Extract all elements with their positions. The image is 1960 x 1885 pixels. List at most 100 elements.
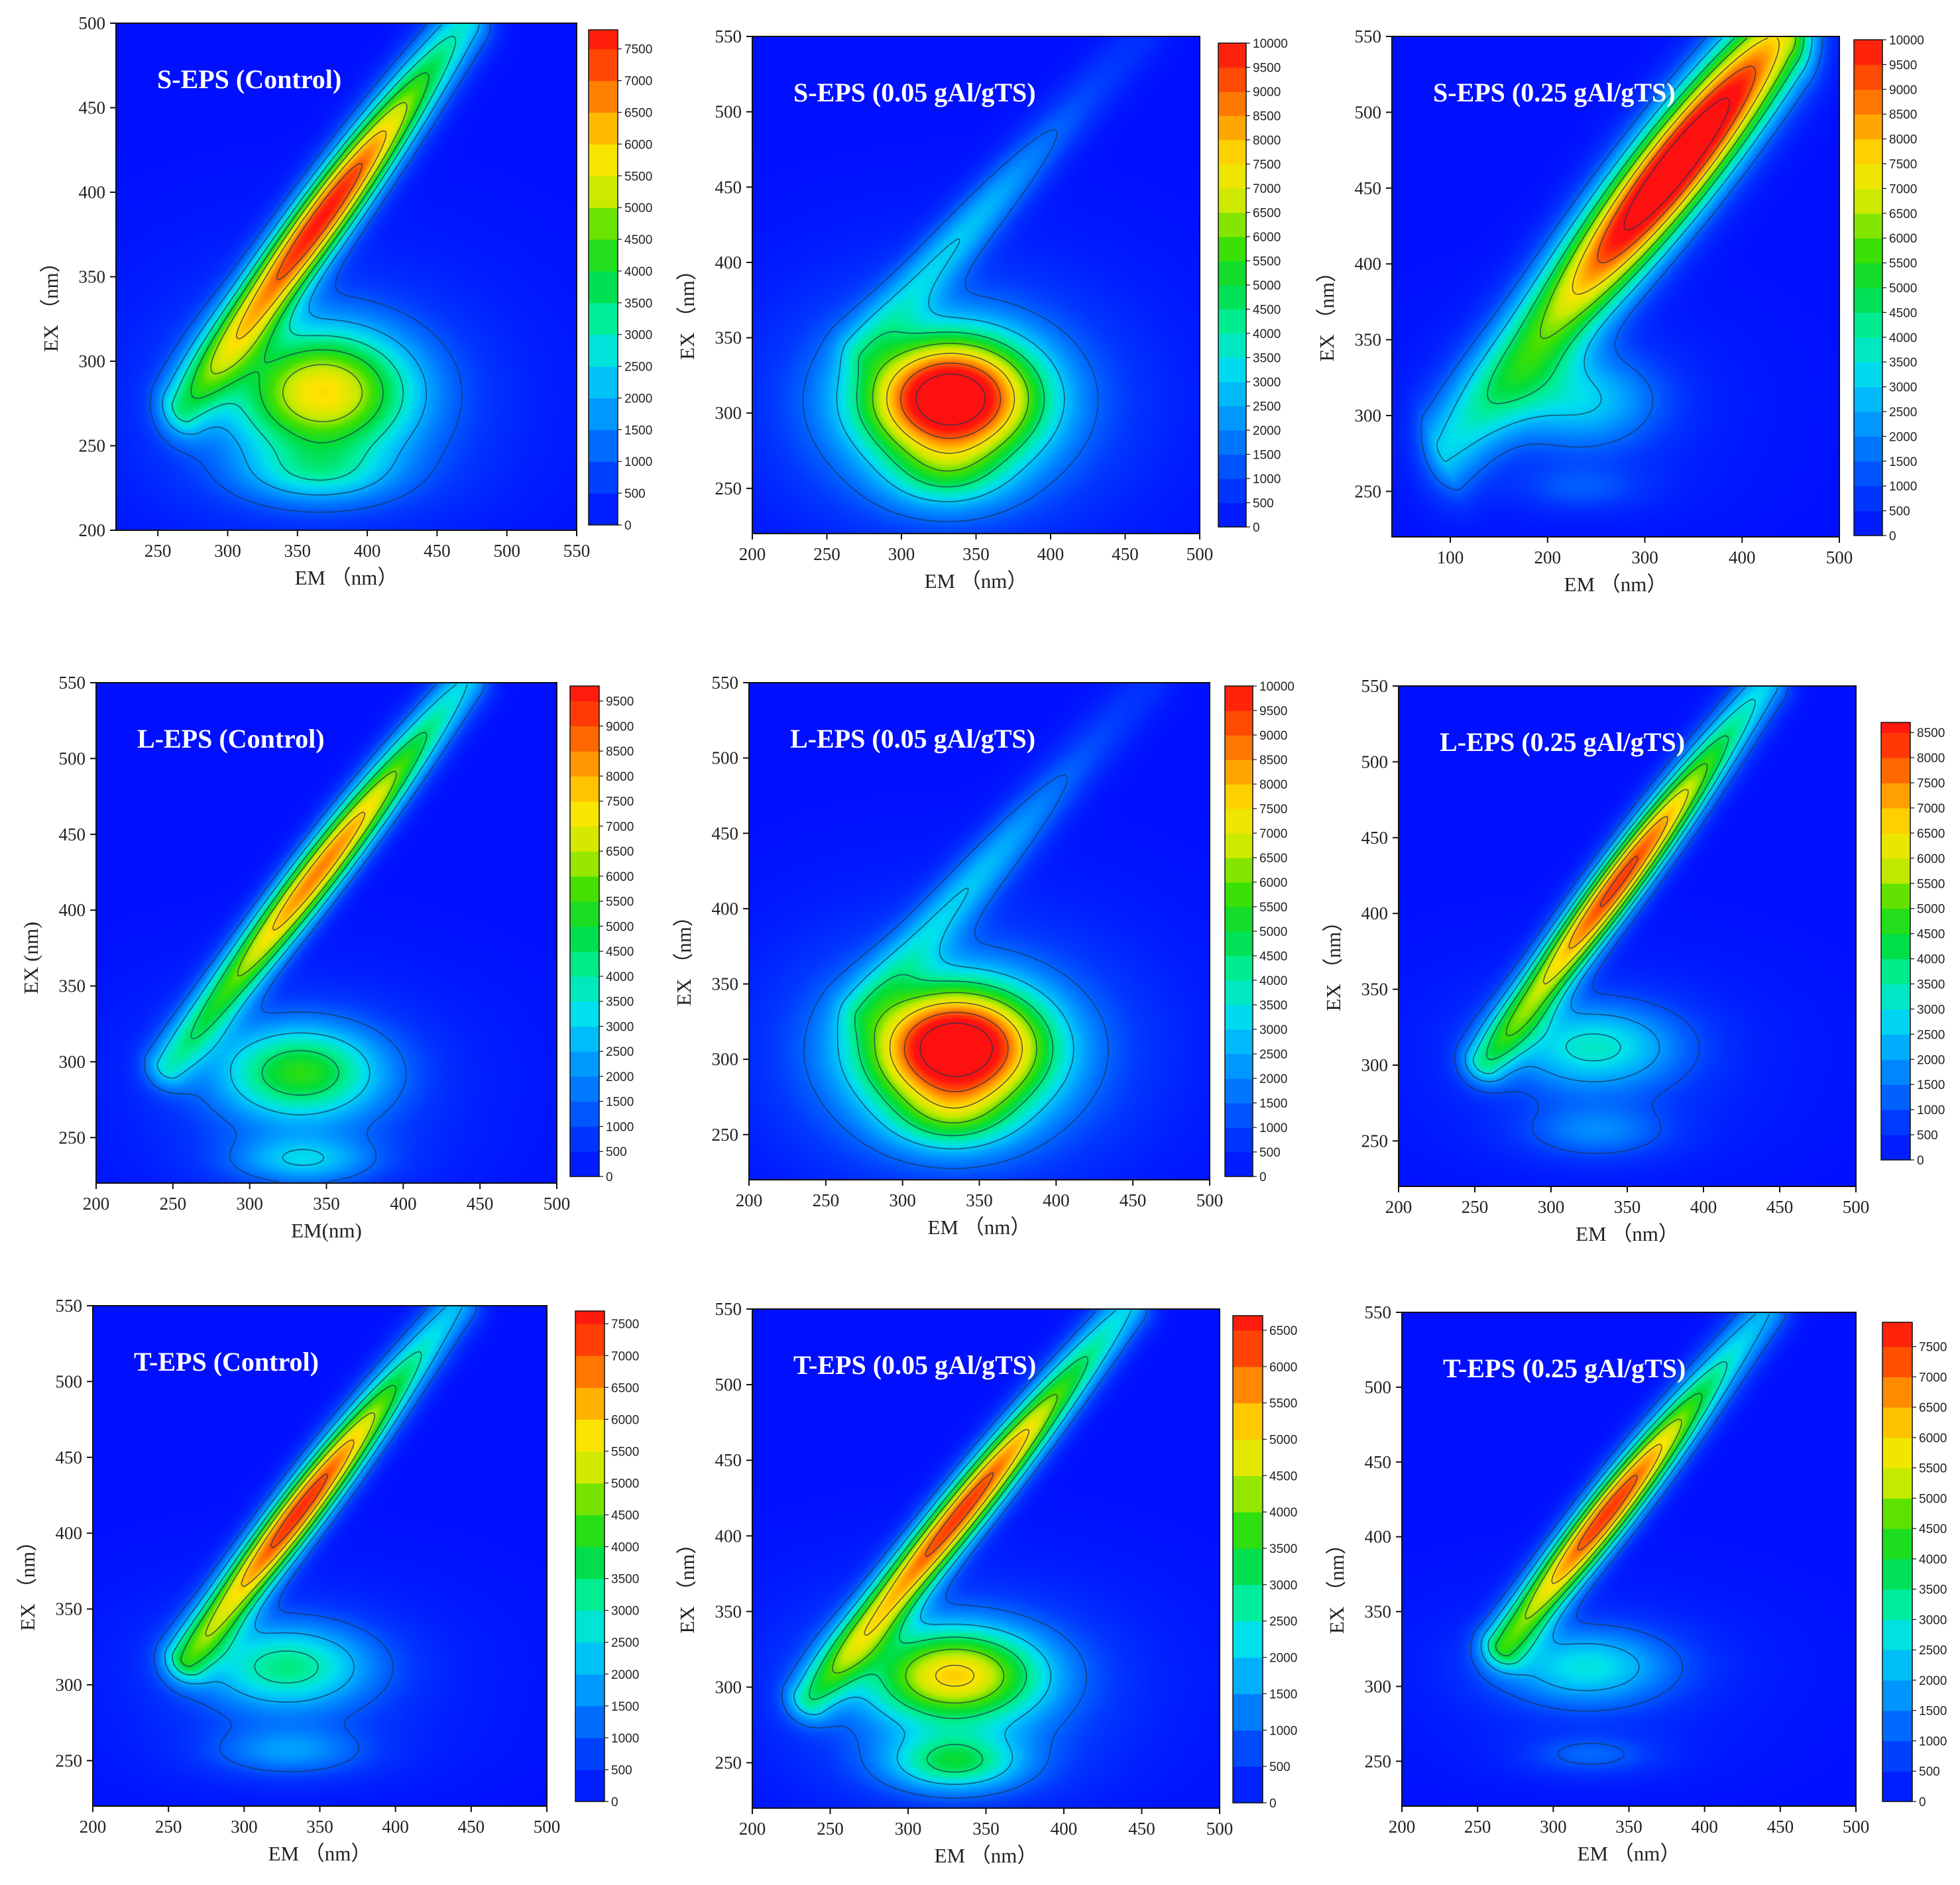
- colorbar-tick-label: 1500: [1269, 1687, 1297, 1701]
- x-tick-label: 350: [1615, 1817, 1643, 1837]
- colorbar-segment: [589, 80, 618, 113]
- colorbar-tick-label: 5000: [1259, 925, 1287, 939]
- colorbar-tick-label: 0: [1919, 1796, 1926, 1809]
- colorbar-tick-label: 7500: [1917, 777, 1945, 791]
- y-tick-label: 450: [1365, 1452, 1392, 1472]
- colorbar-tick-label: 1000: [1919, 1735, 1947, 1748]
- colorbar-segment: [1854, 436, 1882, 462]
- colorbar-segment: [1218, 382, 1246, 407]
- colorbar-segment: [589, 429, 618, 462]
- colorbar-tick-label: 4000: [1269, 1506, 1297, 1520]
- colorbar-tick-label: 3500: [611, 1573, 639, 1587]
- x-tick-label: 200: [739, 544, 766, 564]
- colorbar-segment: [589, 30, 618, 50]
- colorbar-tick-label: 1000: [1889, 480, 1917, 494]
- colorbar-segment: [575, 1546, 605, 1579]
- colorbar-segment: [1854, 139, 1882, 164]
- colorbar: 0 500 1000 1500 2000 2500 3000 3500 4000 4500 5000…: [1882, 1322, 1947, 1809]
- colorbar-tick-label: 6500: [1253, 207, 1281, 221]
- colorbar-tick-label: 8000: [606, 770, 634, 784]
- x-tick-label: 350: [306, 1817, 333, 1837]
- eem-panel-9: 200 250 300 350 400 450 500 250 300 350 400 450 500 5…: [1325, 1302, 1947, 1865]
- colorbar-tick-label: 1000: [1253, 473, 1281, 486]
- colorbar-tick-label: 8000: [1917, 752, 1945, 766]
- colorbar-segment: [1225, 735, 1253, 760]
- colorbar-tick-label: 8500: [1259, 754, 1287, 768]
- colorbar-tick-label: 6000: [1253, 231, 1281, 245]
- colorbar-tick-label: 2500: [1919, 1644, 1947, 1658]
- colorbar-tick-label: 2500: [1889, 406, 1917, 420]
- colorbar-segment: [1233, 1621, 1263, 1658]
- colorbar-tick-label: 7500: [624, 43, 652, 57]
- panel-title: S-EPS (Control): [157, 64, 341, 94]
- x-axis-label: EM （nm）: [935, 1844, 1038, 1867]
- colorbar-tick-label: 6500: [1889, 207, 1917, 221]
- y-tick-label: 450: [79, 98, 106, 118]
- colorbar-segment: [1225, 1103, 1253, 1128]
- colorbar-tick-label: 500: [1917, 1129, 1938, 1143]
- colorbar-segment: [1233, 1584, 1263, 1622]
- colorbar-segment: [1233, 1512, 1263, 1549]
- colorbar-tick-label: 5000: [606, 920, 634, 934]
- panel-title: S-EPS (0.25 gAl/gTS): [1433, 78, 1676, 107]
- colorbar-segment: [1225, 760, 1253, 785]
- colorbar-segment: [1218, 479, 1246, 504]
- colorbar-tick-label: 9500: [606, 695, 634, 709]
- x-tick-label: 250: [160, 1194, 187, 1214]
- colorbar: 0 500 1000 1500 2000 2500 3000 3500 4000 4500 5000…: [1880, 722, 1945, 1168]
- contour-lines: [803, 774, 1110, 1169]
- eem-heatmap: [752, 1309, 1220, 1808]
- colorbar-segment: [1881, 722, 1910, 733]
- colorbar-segment: [1882, 1650, 1912, 1681]
- colorbar-segment: [575, 1483, 605, 1516]
- colorbar-tick-label: 1500: [1919, 1705, 1947, 1719]
- colorbar-segment: [1882, 1407, 1912, 1438]
- colorbar-segment: [589, 270, 618, 304]
- x-tick-label: 550: [563, 541, 591, 561]
- eem-panel-7: 200 250 300 350 400 450 500 250 300 350 400 450 500 5…: [16, 1296, 639, 1865]
- colorbar-tick-label: 4500: [624, 233, 652, 247]
- y-tick-label: 300: [59, 1052, 86, 1072]
- colorbar-tick-label: 4000: [624, 265, 652, 279]
- colorbar-tick-label: 1500: [1259, 1097, 1287, 1111]
- panel-title: T-EPS (0.25 gAl/gTS): [1443, 1353, 1686, 1383]
- colorbar-segment: [589, 207, 618, 240]
- colorbar-segment: [1881, 858, 1910, 884]
- contour-lines: [781, 1310, 1148, 1799]
- colorbar-tick-label: 10000: [1889, 34, 1924, 48]
- colorbar-tick-label: 500: [606, 1145, 627, 1159]
- x-tick-label: 350: [966, 1190, 993, 1210]
- colorbar-segment: [570, 801, 599, 827]
- colorbar-segment: [570, 751, 599, 777]
- colorbar-tick-label: 2000: [606, 1070, 634, 1084]
- colorbar-tick-label: 10000: [1259, 680, 1295, 694]
- colorbar-segment: [1225, 1029, 1253, 1055]
- colorbar-segment: [1882, 1498, 1912, 1529]
- colorbar-frame: [588, 29, 618, 526]
- colorbar: 0 500 1000 1500 2000 2500 3000 3500 4000 4500 5000…: [569, 685, 634, 1184]
- colorbar-tick-label: 5000: [1917, 903, 1945, 917]
- colorbar-segment: [1225, 956, 1253, 981]
- colorbar-tick-label: 5500: [1917, 878, 1945, 891]
- colorbar-tick-label: 0: [1889, 530, 1896, 543]
- x-tick-label: 200: [736, 1190, 763, 1210]
- colorbar-segment: [1882, 1619, 1912, 1650]
- colorbar-tick-label: 500: [624, 487, 646, 501]
- colorbar-segment: [1881, 1059, 1910, 1085]
- colorbar-segment: [570, 826, 599, 852]
- colorbar-tick-label: 7000: [606, 820, 634, 834]
- y-tick-label: 500: [1365, 1377, 1392, 1397]
- x-axis-label: EM （nm）: [1564, 573, 1668, 596]
- colorbar-tick-label: 3000: [1259, 1023, 1287, 1037]
- y-tick-label: 300: [1355, 406, 1382, 426]
- y-tick-label: 300: [1365, 1676, 1392, 1696]
- y-axis-label: EX （nm）: [675, 1534, 699, 1634]
- colorbar-tick-label: 8500: [1253, 110, 1281, 124]
- x-tick-label: 500: [1186, 544, 1214, 564]
- colorbar-tick-label: 1000: [606, 1120, 634, 1134]
- panel-title: L-EPS (0.05 gAl/gTS): [790, 724, 1035, 754]
- colorbar-segment: [1881, 883, 1910, 909]
- colorbar-tick-label: 1000: [611, 1732, 639, 1746]
- y-tick-label: 350: [712, 974, 739, 994]
- colorbar-segment: [1854, 486, 1882, 512]
